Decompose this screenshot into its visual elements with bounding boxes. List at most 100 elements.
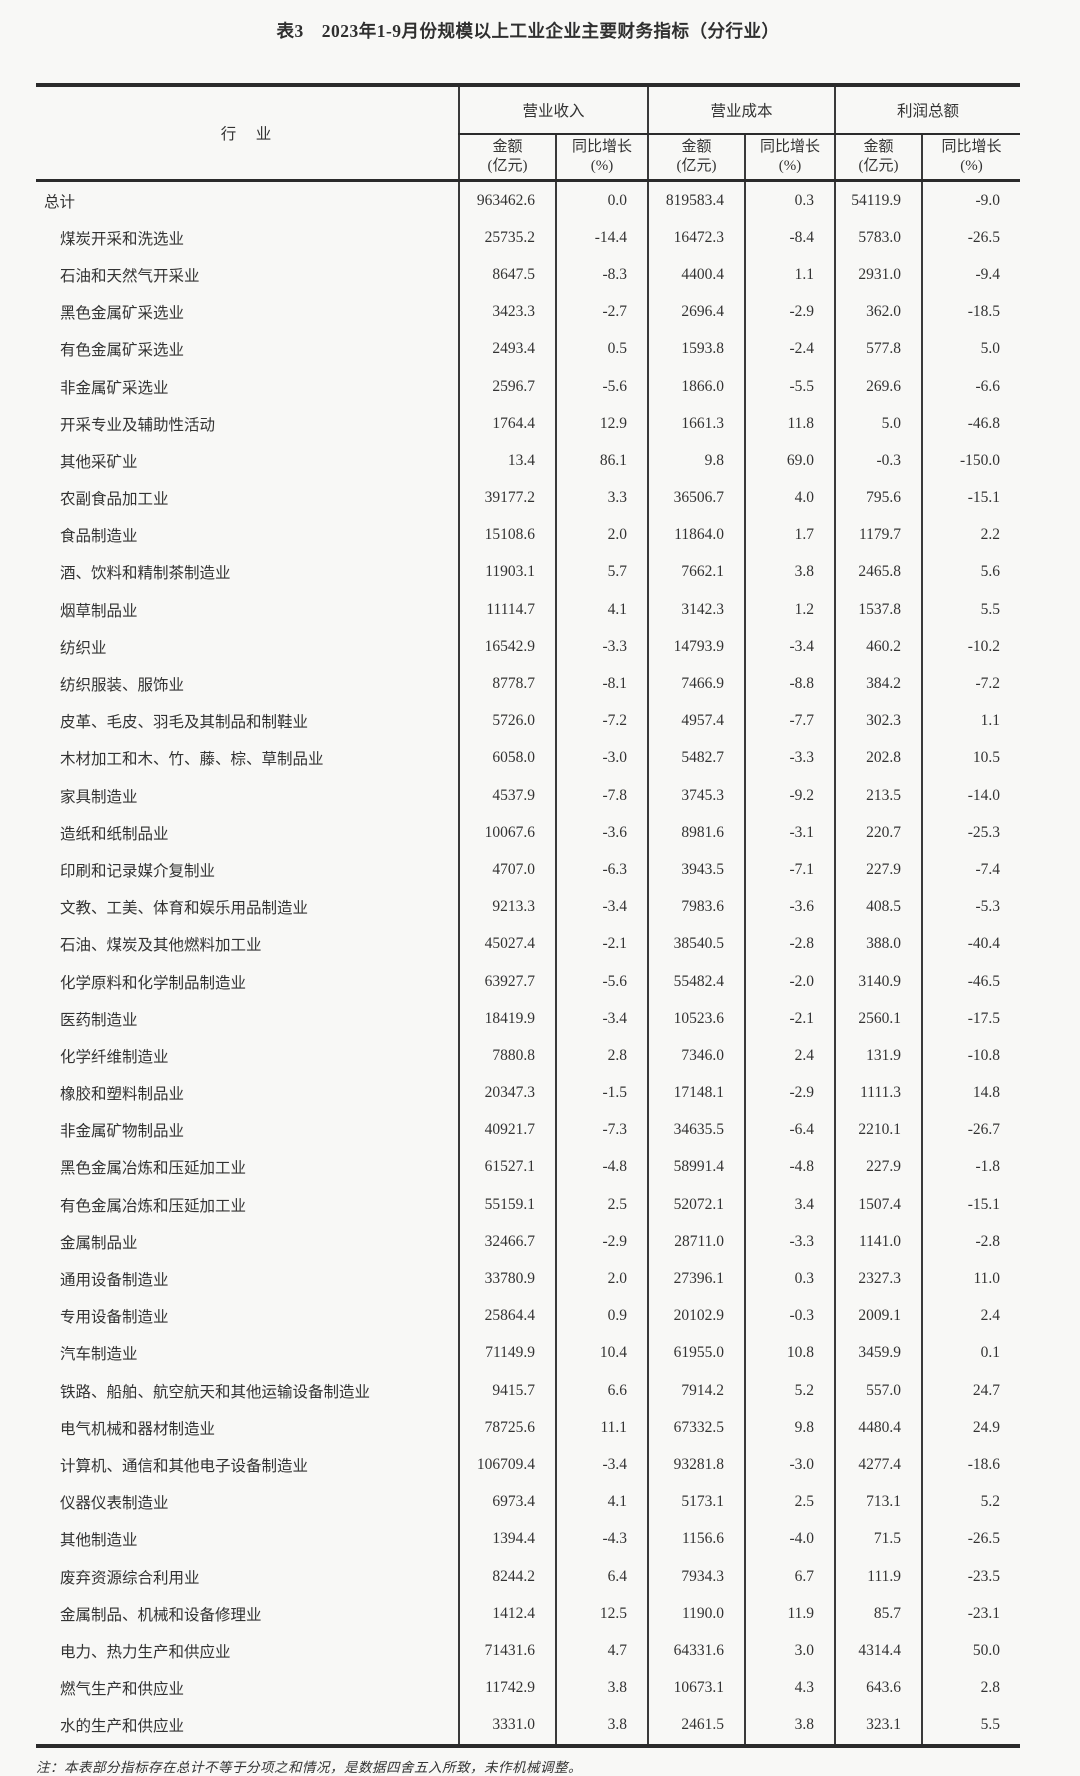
value-cell: -7.1 [744, 851, 836, 889]
value-cell: 11864.0 [647, 516, 746, 554]
value-cell: 5.2 [744, 1372, 836, 1410]
value-cell: 643.6 [834, 1669, 923, 1707]
value-cell: -3.3 [744, 1223, 836, 1261]
value-cell: -7.2 [554, 702, 649, 740]
value-cell: 7346.0 [647, 1037, 746, 1075]
column-header-profit-amount: 金额 (亿元) [834, 134, 923, 182]
value-cell: -25.3 [921, 814, 1021, 852]
column-group-total-profit: 利润总额 [834, 85, 1021, 135]
industry-label: 纺织服装、服饰业 [60, 677, 185, 695]
value-cell: -14.4 [554, 219, 649, 257]
value-cell: 10.4 [554, 1334, 649, 1372]
value-cell: 9.8 [744, 1409, 836, 1447]
table-row: 其他制造业 1394.4 -4.3 1156.6 -4.0 71.5 -26.5 [36, 1520, 1021, 1558]
column-group-operating-cost: 营业成本 [647, 85, 836, 135]
value-cell: 795.6 [834, 479, 923, 517]
value-cell: -14.0 [921, 777, 1021, 815]
value-cell: -9.4 [921, 256, 1021, 294]
value-cell: -3.6 [744, 888, 836, 926]
column-header-cost-growth: 同比增长 (%) [744, 134, 836, 182]
value-cell: 71149.9 [458, 1334, 556, 1372]
table-row: 仪器仪表制造业 6973.4 4.1 5173.1 2.5 713.1 5.2 [36, 1483, 1021, 1521]
value-cell: -2.8 [921, 1223, 1021, 1261]
value-cell: -10.8 [921, 1037, 1021, 1075]
table-row: 非金属矿物制品业 40921.7 -7.3 34635.5 -6.4 2210.1 -26.… [36, 1111, 1021, 1149]
value-cell: 9213.3 [458, 888, 556, 926]
value-cell: 14.8 [921, 1074, 1021, 1112]
value-cell: -23.1 [921, 1595, 1021, 1633]
industry-label: 有色金属矿采选业 [60, 342, 185, 360]
value-cell: -3.1 [744, 814, 836, 852]
industry-label: 皮革、毛皮、羽毛及其制品和制鞋业 [60, 714, 309, 732]
value-cell: -7.3 [554, 1111, 649, 1149]
value-cell: 4480.4 [834, 1409, 923, 1447]
value-cell: -5.5 [744, 367, 836, 406]
value-cell: 2.4 [921, 1297, 1021, 1335]
value-cell: 52072.1 [647, 1186, 746, 1224]
sub-header-line: 同比增长 [941, 139, 1002, 155]
value-cell: -2.9 [554, 1223, 649, 1261]
value-cell: 323.1 [834, 1706, 923, 1746]
industry-label: 木材加工和木、竹、藤、棕、草制品业 [60, 751, 324, 769]
value-cell: -2.9 [744, 293, 836, 331]
value-cell: -1.8 [921, 1148, 1021, 1187]
table-row: 其他采矿业 13.4 86.1 9.8 69.0 -0.3 -150.0 [36, 442, 1021, 480]
value-cell: 11114.7 [458, 591, 556, 629]
value-cell: -2.9 [744, 1074, 836, 1112]
value-cell: 1866.0 [647, 367, 746, 406]
value-cell: -18.5 [921, 293, 1021, 331]
value-cell: 16542.9 [458, 628, 556, 666]
value-cell: -5.3 [921, 888, 1021, 926]
value-cell: 7934.3 [647, 1557, 746, 1596]
industry-label: 造纸和纸制品业 [60, 825, 169, 843]
value-cell: 5.0 [834, 405, 923, 443]
value-cell: 32466.7 [458, 1223, 556, 1261]
value-cell: 2465.8 [834, 553, 923, 592]
value-cell: 18419.9 [458, 1000, 556, 1038]
value-cell: -6.4 [744, 1111, 836, 1149]
value-cell: 24.9 [921, 1409, 1021, 1447]
value-cell: 0.3 [744, 180, 836, 220]
document-page: 表3 2023年1-9月份规模以上工业企业主要财务指标（分行业） 行 业 营业收… [36, 0, 1021, 1776]
sub-header-line: (%) [590, 158, 614, 174]
industry-label: 通用设备制造业 [60, 1272, 169, 1290]
value-cell: 11.8 [744, 405, 836, 443]
value-cell: 819583.4 [647, 180, 746, 220]
table-title: 表3 2023年1-9月份规模以上工业企业主要财务指标（分行业） [276, 21, 780, 41]
table-row: 木材加工和木、竹、藤、棕、草制品业 6058.0 -3.0 5482.7 -3.3 202… [36, 739, 1021, 777]
table-row: 金属制品、机械和设备修理业 1412.4 12.5 1190.0 11.9 85.7 -23… [36, 1595, 1021, 1633]
industry-label: 其他采矿业 [60, 453, 138, 471]
value-cell: 2.0 [554, 1260, 649, 1298]
industry-label: 电力、热力生产和供应业 [60, 1643, 231, 1661]
value-cell: -0.3 [744, 1297, 836, 1335]
value-cell: -2.8 [744, 925, 836, 963]
table-row: 纺织服装、服饰业 8778.7 -8.1 7466.9 -8.8 384.2 -7.2 [36, 665, 1021, 703]
value-cell: -3.3 [554, 628, 649, 666]
value-cell: 202.8 [834, 739, 923, 777]
value-cell: 7466.9 [647, 665, 746, 703]
value-cell: 111.9 [834, 1557, 923, 1596]
table-body: 总计 963462.6 0.0 819583.4 0.3 54119.9 -9.0 煤炭开采和… [36, 180, 1021, 1746]
value-cell: -4.0 [744, 1520, 836, 1558]
industry-label: 黑色金属矿采选业 [60, 305, 185, 323]
group-header-row: 行 业 营业收入 营业成本 利润总额 [36, 85, 1021, 182]
table-row: 废弃资源综合利用业 8244.2 6.4 7934.3 6.7 111.9 -23.5 [36, 1557, 1021, 1596]
industry-label: 燃气生产和供应业 [60, 1681, 185, 1699]
value-cell: 4.1 [554, 1483, 649, 1521]
value-cell: -3.0 [744, 1446, 836, 1484]
value-cell: 3.8 [744, 553, 836, 592]
industry-label: 橡胶和塑料制品业 [60, 1086, 185, 1104]
column-group-operating-revenue: 营业收入 [457, 85, 649, 135]
value-cell: 27396.1 [647, 1260, 746, 1298]
value-cell: 3.0 [744, 1632, 836, 1670]
industry-label: 文教、工美、体育和娱乐用品制造业 [60, 900, 309, 918]
sub-header-line: (亿元) [487, 158, 528, 174]
value-cell: 4.7 [554, 1632, 649, 1670]
value-cell: -5.6 [554, 367, 649, 406]
value-cell: -2.0 [744, 962, 836, 1001]
value-cell: -15.1 [921, 479, 1021, 517]
table-row: 开采专业及辅助性活动 1764.4 12.9 1661.3 11.8 5.0 -46.8 [36, 405, 1021, 443]
value-cell: -3.6 [554, 814, 649, 852]
value-cell: 10.5 [921, 739, 1021, 777]
value-cell: 1764.4 [458, 405, 556, 443]
